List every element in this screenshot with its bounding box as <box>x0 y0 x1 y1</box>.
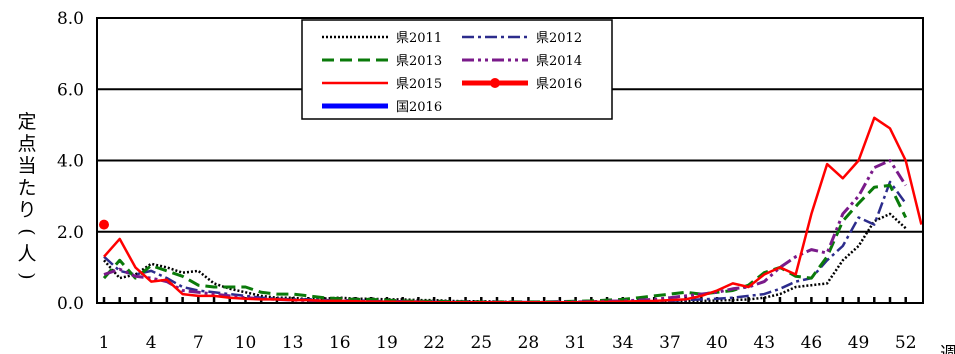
legend-label: 県2012 <box>536 31 582 46</box>
y-axis-label-char: 点 <box>17 133 36 155</box>
x-tick-label: 7 <box>193 333 204 353</box>
y-axis-label-char: ) <box>16 272 38 279</box>
series-line <box>102 183 908 304</box>
legend-box <box>301 19 613 120</box>
x-tick-label: 16 <box>329 333 351 353</box>
x-tick-labels: 1 4 7 10 13 16 19 22 25 28 31 34 37 40 43 46 49 52 <box>99 333 917 353</box>
series-line <box>103 116 923 304</box>
x-tick-label: 40 <box>706 333 728 353</box>
x-tick-label: 43 <box>753 333 775 353</box>
x-tick-label: 13 <box>282 333 304 353</box>
series-line <box>103 212 907 304</box>
legend: 県2011 県2012 県2013 県2014 県2015 県2016 国2016 <box>301 19 613 120</box>
x-tick-label: 25 <box>470 333 492 353</box>
y-axis-label-char: 定 <box>17 111 36 133</box>
y-tick-labels: 0.0 2.0 4.0 6.0 8.0 <box>57 9 84 314</box>
y-tick-label: 4.0 <box>57 152 84 172</box>
y-tick-label: 6.0 <box>57 80 84 100</box>
x-tick-label: 22 <box>423 333 445 353</box>
series-line <box>103 180 907 304</box>
y-axis-label-char: た <box>17 177 36 199</box>
x-tick-label: 10 <box>235 333 257 353</box>
y-axis-label-char: ( <box>16 228 38 235</box>
y-axis-label-char: 当 <box>17 155 36 177</box>
legend-label: 国2016 <box>396 100 442 115</box>
x-tick-label: 37 <box>659 333 681 353</box>
plot-frame <box>96 17 924 304</box>
y-tick-label: 2.0 <box>57 223 84 243</box>
legend-label: 県2014 <box>536 54 582 69</box>
x-tick-label: 31 <box>565 333 587 353</box>
x-tick-label: 28 <box>518 333 540 353</box>
legend-marker <box>490 78 500 88</box>
data-point <box>99 219 109 230</box>
x-tick-label: 1 <box>99 333 110 353</box>
series-lines <box>99 116 923 304</box>
legend-label: 県2011 <box>396 31 442 46</box>
legend-label: 県2016 <box>536 77 582 92</box>
x-tick-label: 19 <box>376 333 398 353</box>
x-axis-label: 週 <box>940 344 955 354</box>
y-tick-label: 8.0 <box>57 9 84 29</box>
legend-label: 県2013 <box>396 54 442 69</box>
x-tick-label: 4 <box>146 333 157 353</box>
y-tick-label: 0.0 <box>57 294 84 314</box>
x-tick-label: 52 <box>895 333 917 353</box>
x-tick-label: 34 <box>612 333 634 353</box>
x-tick-label: 49 <box>848 333 870 353</box>
y-axis-label-char: り <box>17 199 36 221</box>
legend-label: 県2015 <box>396 77 442 92</box>
y-axis-label-char: 人 <box>17 243 36 265</box>
x-tick-label: 46 <box>801 333 823 353</box>
